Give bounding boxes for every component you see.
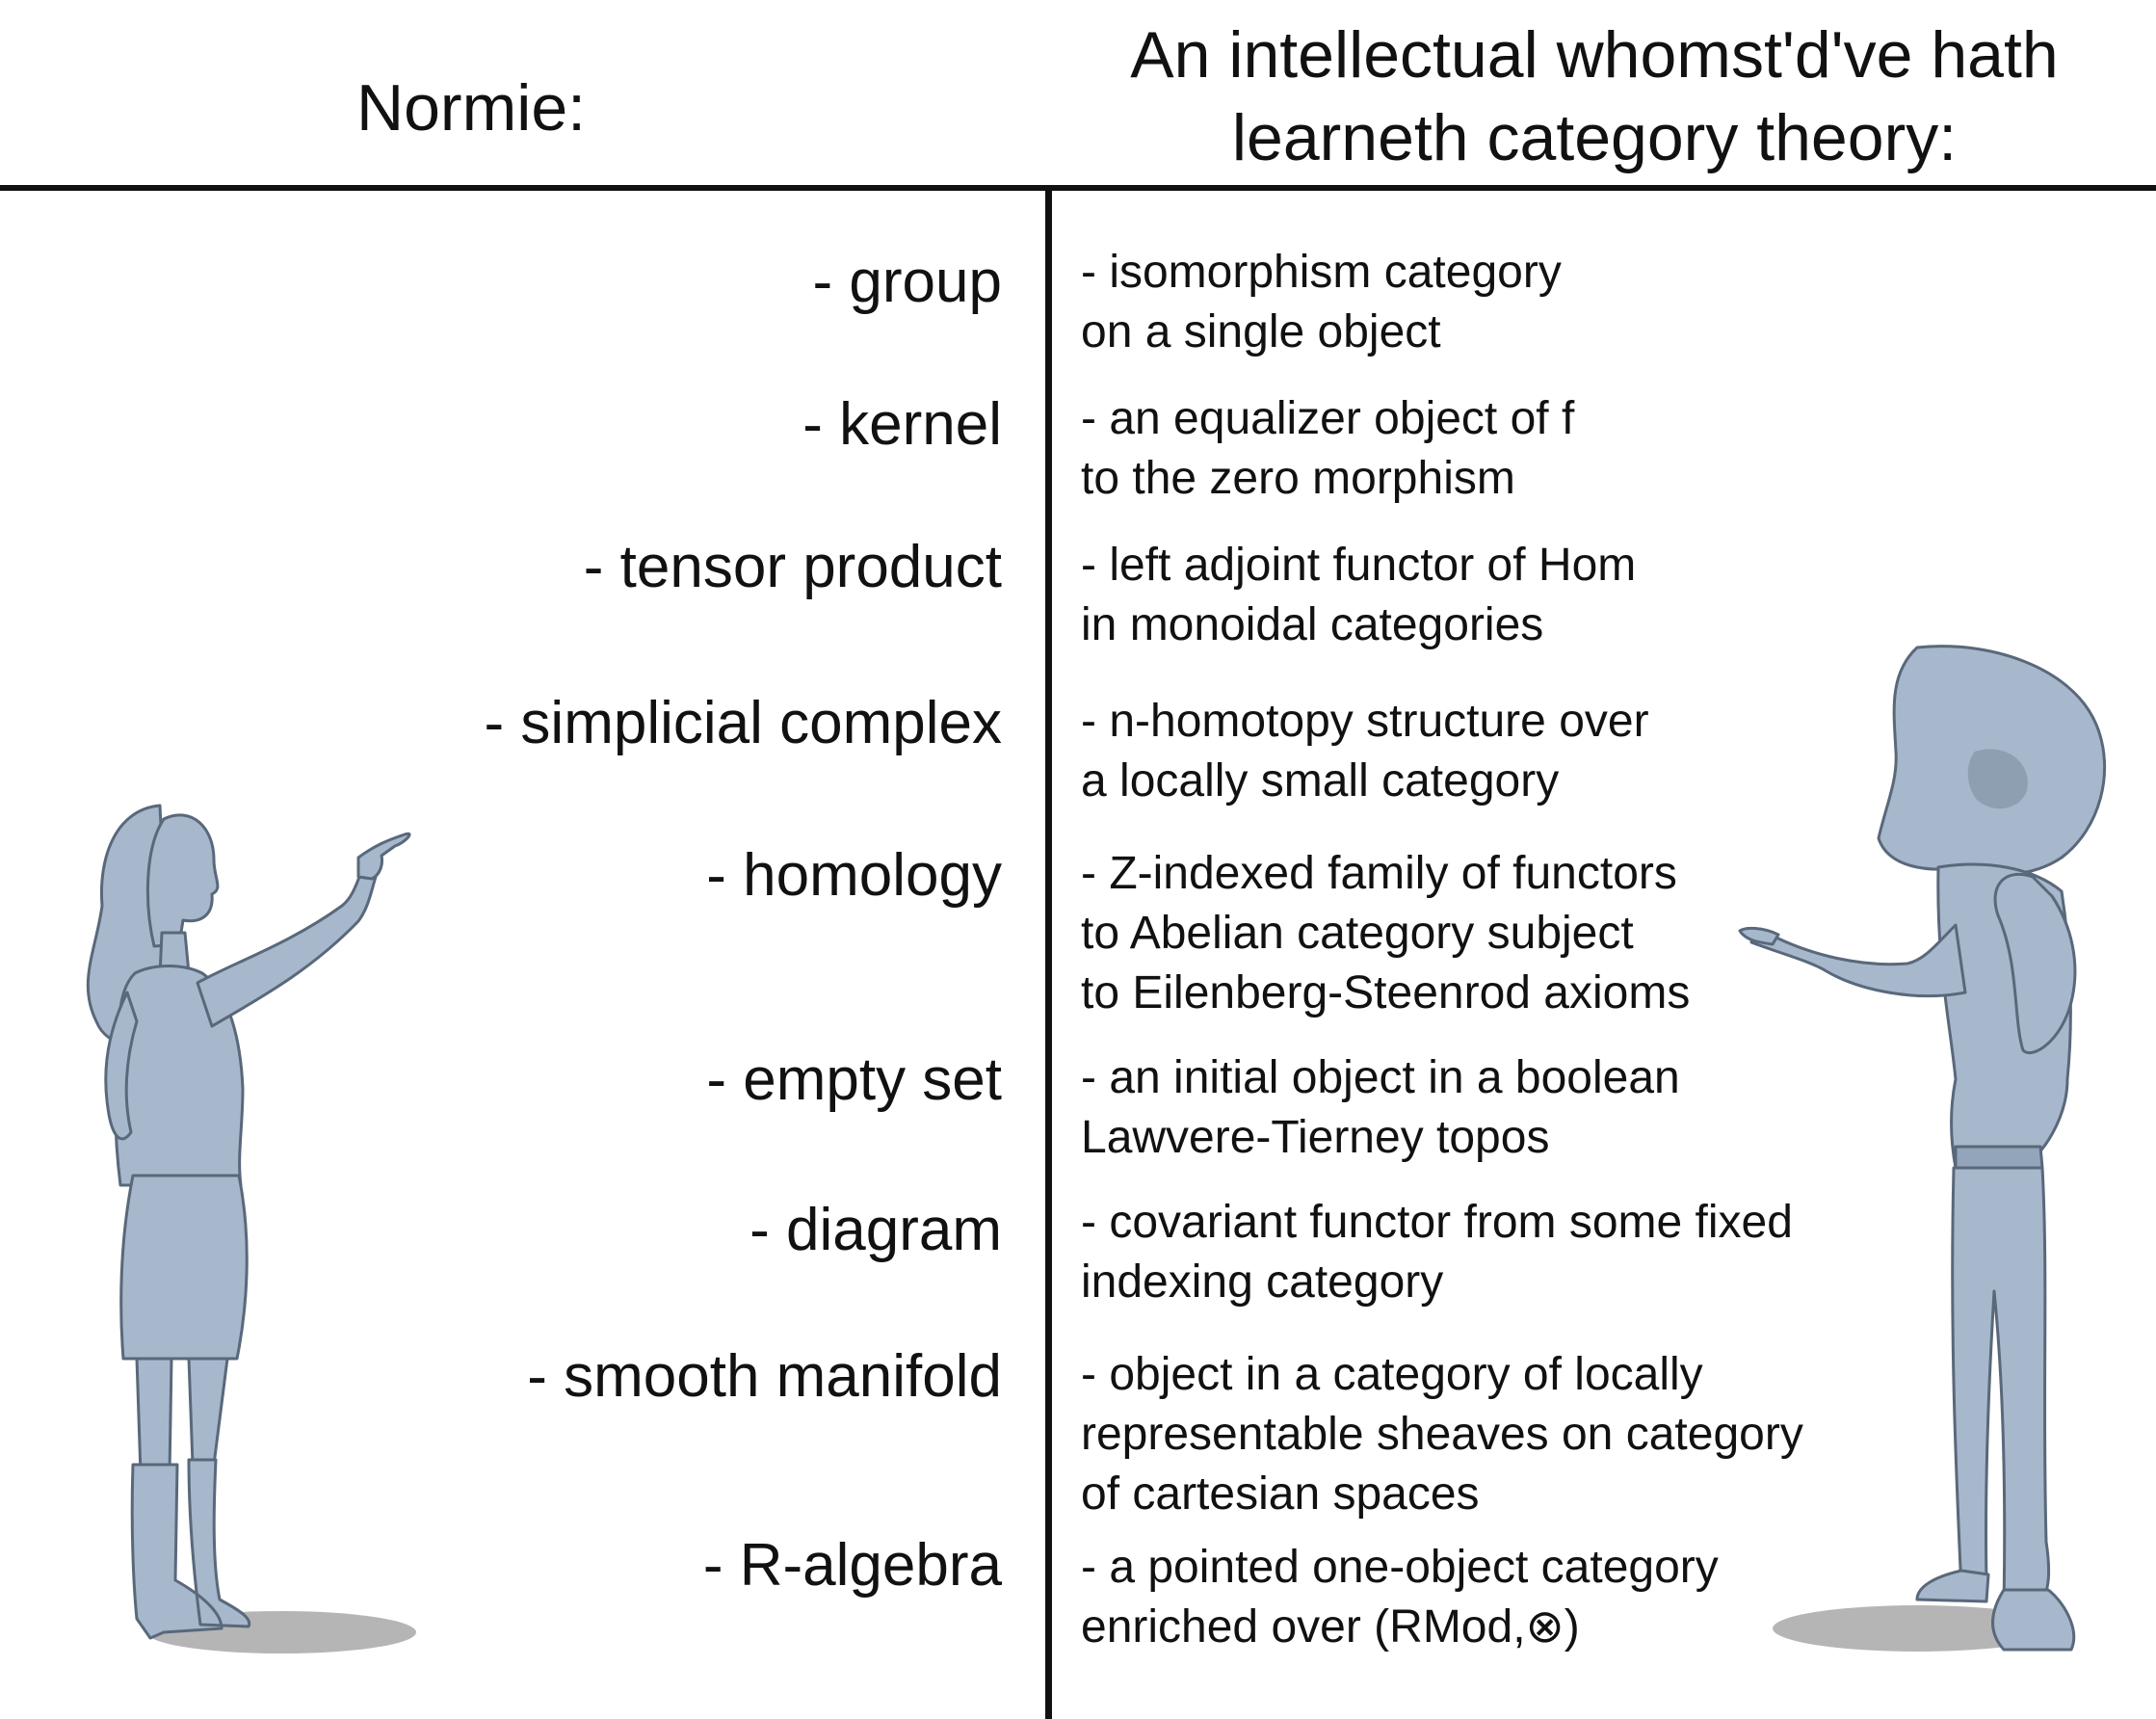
woman-head bbox=[145, 813, 220, 948]
intellectual-column-header: An intellectual whomst'd've hath learnet… bbox=[1050, 13, 2139, 179]
intellectual-header-line: An intellectual whomst'd've hath bbox=[1130, 18, 2059, 92]
definition-kernel: - an equalizer object of f to the zero m… bbox=[1081, 389, 1574, 509]
woman-boots bbox=[130, 1458, 251, 1640]
alien-face-shade bbox=[1967, 749, 2028, 809]
definition-tensor-product: - left adjoint functor of Hom in monoida… bbox=[1081, 536, 1636, 655]
alien-shoes bbox=[1915, 1569, 2076, 1652]
woman-pointing-hand bbox=[356, 832, 411, 881]
term-homology: - homology bbox=[706, 842, 1002, 909]
definition-diagram: - covariant functor from some fixed inde… bbox=[1081, 1193, 1793, 1312]
definition-line: - Z-indexed family of functors bbox=[1081, 848, 1677, 899]
vertical-divider bbox=[1045, 191, 1052, 1719]
alien-shadow bbox=[1773, 1605, 2062, 1652]
definition-empty-set: - an initial object in a boolean Lawvere… bbox=[1081, 1048, 1680, 1168]
definition-line: of cartesian spaces bbox=[1081, 1468, 1480, 1520]
definition-line: - a pointed one-object category bbox=[1081, 1542, 1719, 1593]
definition-line: indexing category bbox=[1081, 1256, 1444, 1308]
woman-back-arm bbox=[104, 991, 139, 1141]
term-kernel: - kernel bbox=[802, 391, 1002, 458]
horizontal-divider bbox=[0, 185, 2156, 191]
definition-line: representable sheaves on category bbox=[1081, 1409, 1803, 1460]
alien-pointing-hand bbox=[1738, 926, 1780, 946]
definition-line: - left adjoint functor of Hom bbox=[1081, 540, 1637, 591]
definition-line: - n-homotopy structure over bbox=[1081, 696, 1649, 747]
definition-line: - covariant functor from some fixed bbox=[1081, 1197, 1793, 1248]
intellectual-definitions-column: - isomorphism category on a single objec… bbox=[1081, 0, 2141, 1719]
definition-line: - an initial object in a boolean bbox=[1081, 1052, 1680, 1103]
definition-simplicial-complex: - n-homotopy structure over a locally sm… bbox=[1081, 692, 1649, 811]
woman-figure bbox=[86, 804, 416, 1653]
definition-line: to Abelian category subject bbox=[1081, 908, 1634, 959]
definition-smooth-manifold: - object in a category of locally repres… bbox=[1081, 1345, 1803, 1524]
woman-skirt bbox=[119, 1174, 249, 1361]
term-diagram: - diagram bbox=[749, 1197, 1002, 1263]
definition-line: Lawvere-Tierney topos bbox=[1081, 1112, 1550, 1163]
term-group: - group bbox=[812, 249, 1002, 315]
alien-legs bbox=[1951, 1166, 2051, 1611]
normie-terms-column: - group - kernel - tensor product - simp… bbox=[135, 0, 1002, 1719]
term-smooth-manifold: - smooth manifold bbox=[527, 1343, 1002, 1410]
alien-figure bbox=[1738, 645, 2107, 1652]
definition-line: - an equalizer object of f bbox=[1081, 393, 1575, 444]
definition-line: - isomorphism category bbox=[1081, 247, 1562, 298]
term-simplicial-complex: - simplicial complex bbox=[484, 690, 1002, 756]
definition-line: in monoidal categories bbox=[1081, 599, 1544, 650]
term-tensor-product: - tensor product bbox=[583, 534, 1002, 600]
definition-line: on a single object bbox=[1081, 306, 1441, 357]
normie-column-header: Normie: bbox=[356, 71, 587, 145]
term-r-algebra: - R-algebra bbox=[702, 1532, 1002, 1599]
definition-r-algebra: - a pointed one-object category enriched… bbox=[1081, 1538, 1719, 1657]
definition-line: - object in a category of locally bbox=[1081, 1349, 1703, 1400]
definition-line: to Eilenberg-Steenrod axioms bbox=[1081, 967, 1691, 1018]
definition-group: - isomorphism category on a single objec… bbox=[1081, 243, 1562, 362]
definition-line: enriched over (RMod,⊗) bbox=[1081, 1601, 1580, 1653]
term-empty-set: - empty set bbox=[706, 1046, 1002, 1113]
definition-line: to the zero morphism bbox=[1081, 453, 1515, 504]
intellectual-header-line: learneth category theory: bbox=[1231, 101, 1958, 174]
definition-homology: - Z-indexed family of functors to Abelia… bbox=[1081, 844, 1690, 1023]
definition-line: a locally small category bbox=[1081, 755, 1560, 807]
alien-arm-to-chin bbox=[1993, 872, 2077, 1054]
